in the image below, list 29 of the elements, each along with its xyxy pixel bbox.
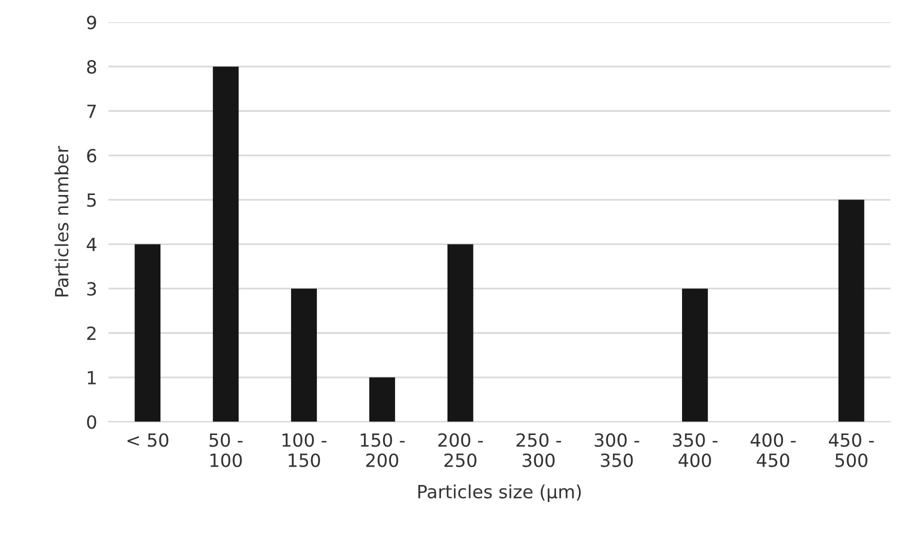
- x-tick-label: 350 - 400: [672, 433, 718, 468]
- x-tick-label: 450 - 500: [828, 433, 874, 468]
- x-tick-label: 400 - 450: [750, 433, 796, 468]
- y-tick-label: 1: [88, 371, 96, 384]
- y-axis-title: Particles number: [54, 146, 68, 296]
- y-tick-label: 3: [87, 282, 96, 296]
- y-tick-label: 5: [87, 193, 96, 207]
- x-tick-label: < 50: [128, 433, 168, 447]
- y-tick-label: 9: [87, 16, 96, 30]
- bar: [291, 288, 317, 422]
- x-tick-label: 250 - 300: [516, 433, 562, 468]
- bar: [838, 200, 864, 422]
- bar: [134, 244, 160, 422]
- bar: [212, 66, 239, 422]
- x-tick-label: 300 - 350: [594, 433, 640, 468]
- y-tick-label: 8: [87, 60, 96, 74]
- y-tick-label: 0: [87, 415, 96, 429]
- y-tick-label: 4: [86, 238, 96, 252]
- x-tick-label: 200 - 250: [438, 433, 483, 468]
- bar: [447, 244, 474, 422]
- bar: [369, 377, 396, 422]
- y-tick-label: 7: [87, 104, 96, 118]
- y-tick-label: 6: [87, 148, 96, 163]
- x-tick-label: 150 - 200: [360, 433, 405, 468]
- x-axis-title: Particles size (µm): [418, 484, 581, 502]
- x-tick-label: 100 - 150: [282, 433, 326, 468]
- x-tick-label: 50 - 100: [210, 433, 243, 468]
- y-tick-label: 2: [87, 326, 96, 340]
- bar: [682, 288, 708, 422]
